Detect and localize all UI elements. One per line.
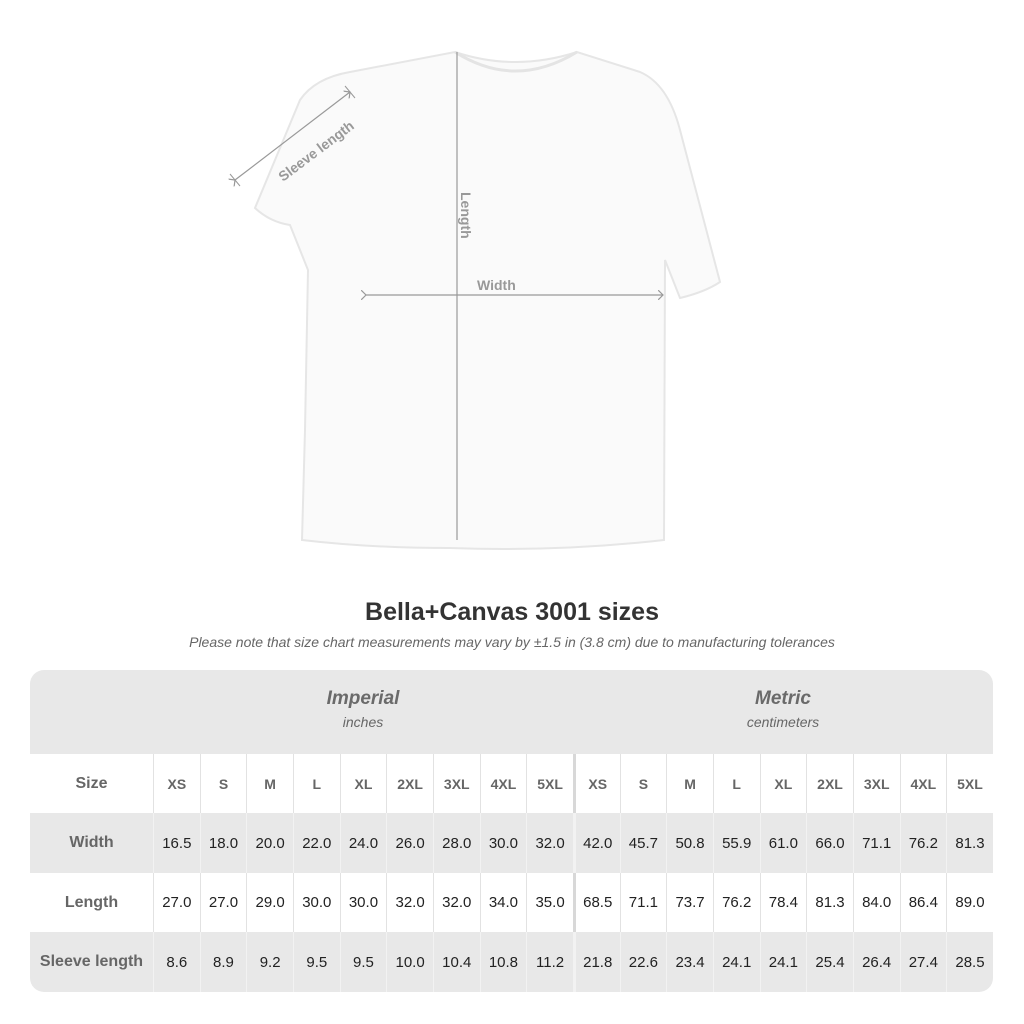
size-header: XL <box>759 754 807 813</box>
page-title: Bella+Canvas 3001 sizes <box>365 598 659 626</box>
imperial-value: 32.0 <box>526 813 573 873</box>
metric-group: Metric centimeters <box>573 670 993 754</box>
imperial-value: 26.0 <box>386 813 433 873</box>
metric-value: 25.4 <box>806 932 853 992</box>
imperial-value: 10.0 <box>386 932 433 992</box>
tshirt-image <box>253 50 722 550</box>
size-header: 2XL <box>806 754 853 813</box>
imperial-value: 27.0 <box>199 873 247 932</box>
metric-value: 24.1 <box>759 932 807 992</box>
size-header: 4XL <box>479 754 527 813</box>
metric-value: 73.7 <box>666 873 713 932</box>
imperial-value: 27.0 <box>153 873 200 932</box>
metric-unit: centimeters <box>746 714 820 730</box>
metric-value: 61.0 <box>759 813 807 873</box>
table-row: Length 27.0 27.0 29.0 30.0 30.0 32.0 32.0 34.0 35… <box>30 873 993 932</box>
size-header: 4XL <box>899 754 947 813</box>
table-header: Imperial inches Metric centimeters <box>30 670 993 754</box>
size-header: XL <box>339 754 387 813</box>
metric-value: 89.0 <box>946 873 993 932</box>
size-label: Size <box>75 774 108 792</box>
metric-value: 86.4 <box>899 873 947 932</box>
imperial-value: 30.0 <box>292 873 340 932</box>
table-row: Sleeve length 8.6 8.9 9.2 9.5 9.5 10.0 10.4 10.8… <box>30 932 993 992</box>
imperial-value: 20.0 <box>246 813 293 873</box>
metric-value: 24.1 <box>712 932 760 992</box>
metric-value: 55.9 <box>712 813 760 873</box>
sleeve-arrow <box>235 92 350 180</box>
metric-value: 26.4 <box>852 932 900 992</box>
size-header: XS <box>153 754 200 813</box>
metric-value: 66.0 <box>806 813 853 873</box>
imperial-value: 9.2 <box>246 932 293 992</box>
size-header: L <box>292 754 340 813</box>
metric-value: 27.4 <box>899 932 947 992</box>
size-header: M <box>246 754 293 813</box>
imperial-value: 30.0 <box>479 813 527 873</box>
imperial-value: 35.0 <box>526 873 573 932</box>
tolerance-note: Please note that size chart measurements… <box>189 634 835 650</box>
imperial-value: 29.0 <box>246 873 293 932</box>
metric-value: 21.8 <box>572 932 620 992</box>
metric-title: Metric <box>755 688 811 709</box>
imperial-value: 8.6 <box>153 932 200 992</box>
imperial-value: 32.0 <box>432 873 480 932</box>
size-header: S <box>619 754 667 813</box>
imperial-value: 32.0 <box>386 873 433 932</box>
size-header: 3XL <box>432 754 480 813</box>
metric-value: 84.0 <box>852 873 900 932</box>
imperial-group: Imperial inches <box>153 670 573 754</box>
length-label: Length <box>458 192 474 239</box>
size-header: M <box>666 754 713 813</box>
imperial-value: 8.9 <box>199 932 247 992</box>
row-label: Sleeve length <box>39 953 144 970</box>
imperial-value: 9.5 <box>339 932 387 992</box>
size-header: 2XL <box>386 754 433 813</box>
imperial-value: 24.0 <box>339 813 387 873</box>
size-header: 5XL <box>946 754 993 813</box>
metric-value: 23.4 <box>666 932 713 992</box>
table-row: Width 16.5 18.0 20.0 22.0 24.0 26.0 28.0 30.0 32.… <box>30 813 993 873</box>
size-header: XS <box>572 754 620 813</box>
imperial-value: 34.0 <box>479 873 527 932</box>
size-header: 5XL <box>526 754 573 813</box>
size-header: 3XL <box>852 754 900 813</box>
row-label: Length <box>64 893 119 911</box>
imperial-value: 11.2 <box>526 932 573 992</box>
metric-value: 71.1 <box>619 873 667 932</box>
imperial-value: 18.0 <box>199 813 247 873</box>
metric-value: 78.4 <box>759 873 807 932</box>
size-table: Imperial inches Metric centimeters Size X… <box>30 670 993 992</box>
metric-value: 76.2 <box>712 873 760 932</box>
imperial-value: 28.0 <box>432 813 480 873</box>
metric-value: 22.6 <box>619 932 667 992</box>
imperial-value: 10.4 <box>432 932 480 992</box>
size-row: Size XS S M L XL 2XL 3XL 4XL 5XL XS S M L XL 2XL 3XL 4XL 5… <box>30 754 993 813</box>
imperial-value: 9.5 <box>292 932 340 992</box>
imperial-title: Imperial <box>326 688 400 709</box>
metric-value: 81.3 <box>946 813 993 873</box>
metric-value: 71.1 <box>852 813 900 873</box>
width-label: Width <box>477 277 516 293</box>
imperial-value: 10.8 <box>479 932 527 992</box>
row-label: Width <box>69 834 114 851</box>
metric-value: 68.5 <box>572 873 620 932</box>
size-header: S <box>199 754 247 813</box>
imperial-value: 30.0 <box>339 873 387 932</box>
metric-value: 81.3 <box>806 873 853 932</box>
tshirt-diagram: Sleeve length Length Width <box>0 50 722 550</box>
imperial-unit: inches <box>342 714 384 730</box>
metric-value: 28.5 <box>946 932 993 992</box>
metric-value: 50.8 <box>666 813 713 873</box>
metric-value: 45.7 <box>619 813 667 873</box>
metric-value: 76.2 <box>899 813 947 873</box>
size-header: L <box>712 754 760 813</box>
imperial-value: 22.0 <box>292 813 340 873</box>
metric-value: 42.0 <box>572 813 620 873</box>
imperial-value: 16.5 <box>153 813 200 873</box>
